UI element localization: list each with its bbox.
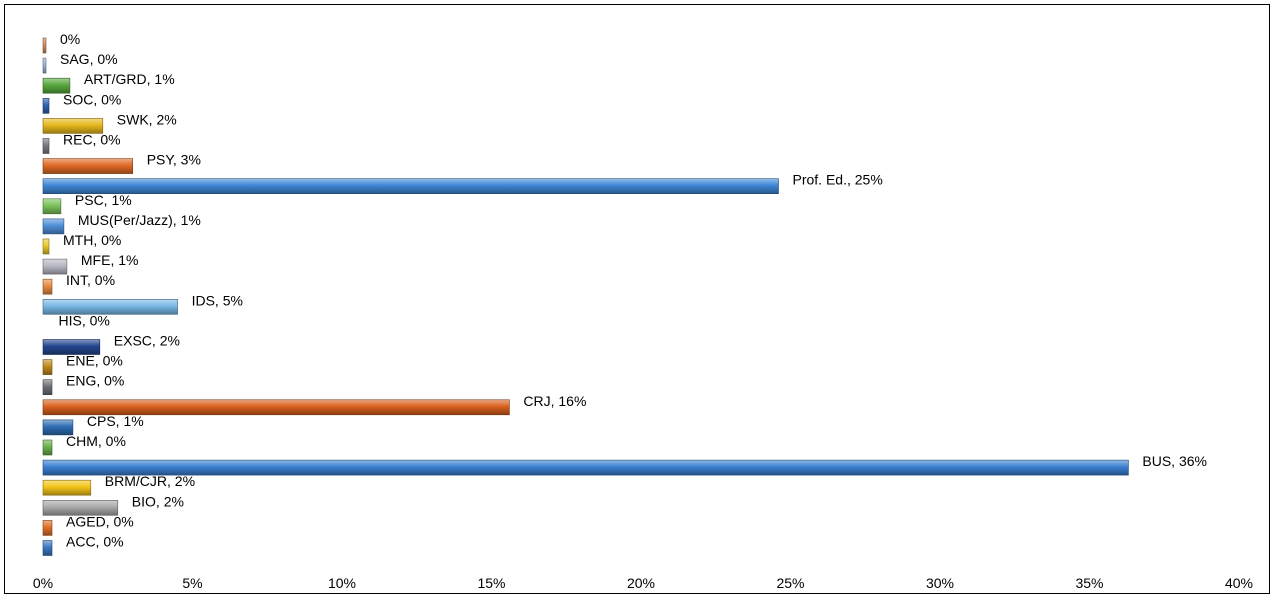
- bar: [42, 379, 53, 396]
- data-label: ENE, 0%: [66, 353, 123, 369]
- x-tick-label: 0%: [33, 575, 53, 591]
- data-label: 0%: [60, 31, 80, 47]
- bar: [42, 198, 62, 215]
- bar: [42, 419, 74, 436]
- bar: [42, 158, 133, 174]
- bar: [43, 319, 45, 335]
- bar: [42, 57, 47, 74]
- x-axis-ticks: 0% 5% 10% 15% 20% 25% 30% 35% 40%: [33, 575, 1253, 591]
- bar: [42, 459, 1129, 476]
- data-label: PSY, 3%: [147, 152, 201, 168]
- bar: [42, 540, 53, 556]
- x-tick-label: 5%: [182, 575, 202, 591]
- bar: [42, 37, 47, 54]
- x-tick-label: 20%: [627, 575, 655, 591]
- x-tick-label: 15%: [477, 575, 505, 591]
- bar: [42, 138, 50, 154]
- data-label: ENG, 0%: [66, 373, 124, 389]
- data-label: ART/GRD, 1%: [84, 71, 175, 87]
- data-label: Prof. Ed., 25%: [793, 172, 883, 188]
- bar: [42, 339, 101, 355]
- data-label: CPS, 1%: [87, 413, 144, 429]
- bar: [42, 218, 65, 235]
- data-label: INT, 0%: [66, 272, 115, 288]
- x-tick-label: 25%: [776, 575, 804, 591]
- bar: [42, 520, 53, 536]
- data-label: MTH, 0%: [63, 232, 121, 248]
- bar: [42, 118, 104, 134]
- bar: [42, 439, 53, 456]
- bar: [42, 499, 119, 516]
- bar: [42, 238, 50, 255]
- data-label: BUS, 36%: [1142, 453, 1207, 469]
- data-label: SAG, 0%: [60, 51, 118, 67]
- bar: [42, 359, 53, 375]
- data-label: MFE, 1%: [81, 252, 139, 268]
- data-label: AGED, 0%: [66, 513, 134, 529]
- bar-chart: ACC, 0% AGED, 0% BIO, 2% BRM/CJR, 2% BUS, 36…: [33, 31, 1253, 591]
- bar: [42, 298, 178, 315]
- data-label: BRM/CJR, 2%: [105, 473, 195, 489]
- data-label: SWK, 2%: [117, 111, 177, 127]
- data-label: PSC, 1%: [75, 192, 132, 208]
- bar: [42, 399, 510, 416]
- data-label: IDS, 5%: [192, 292, 243, 308]
- data-label: CRJ, 16%: [523, 393, 586, 409]
- bar: [42, 278, 53, 295]
- data-label: BIO, 2%: [132, 493, 184, 509]
- data-label: HIS, 0%: [59, 312, 110, 328]
- bar: [42, 178, 779, 194]
- data-label: MUS(Per/Jazz), 1%: [78, 212, 201, 228]
- data-label: ACC, 0%: [66, 534, 124, 550]
- bar: [42, 258, 68, 275]
- bar: [42, 479, 92, 496]
- data-label: CHM, 0%: [66, 433, 126, 449]
- x-tick-label: 40%: [1225, 575, 1253, 591]
- bar: [42, 77, 71, 94]
- chart-frame: ACC, 0% AGED, 0% BIO, 2% BRM/CJR, 2% BUS, 36…: [4, 4, 1270, 594]
- x-tick-label: 30%: [926, 575, 954, 591]
- data-label: EXSC, 2%: [114, 333, 180, 349]
- data-label: REC, 0%: [63, 132, 121, 148]
- x-tick-label: 10%: [328, 575, 356, 591]
- data-labels-group: ACC, 0% AGED, 0% BIO, 2% BRM/CJR, 2% BUS, 36…: [59, 31, 1207, 550]
- data-label: SOC, 0%: [63, 91, 121, 107]
- bars-group: [42, 37, 1129, 556]
- bar: [42, 98, 50, 114]
- x-tick-label: 35%: [1075, 575, 1103, 591]
